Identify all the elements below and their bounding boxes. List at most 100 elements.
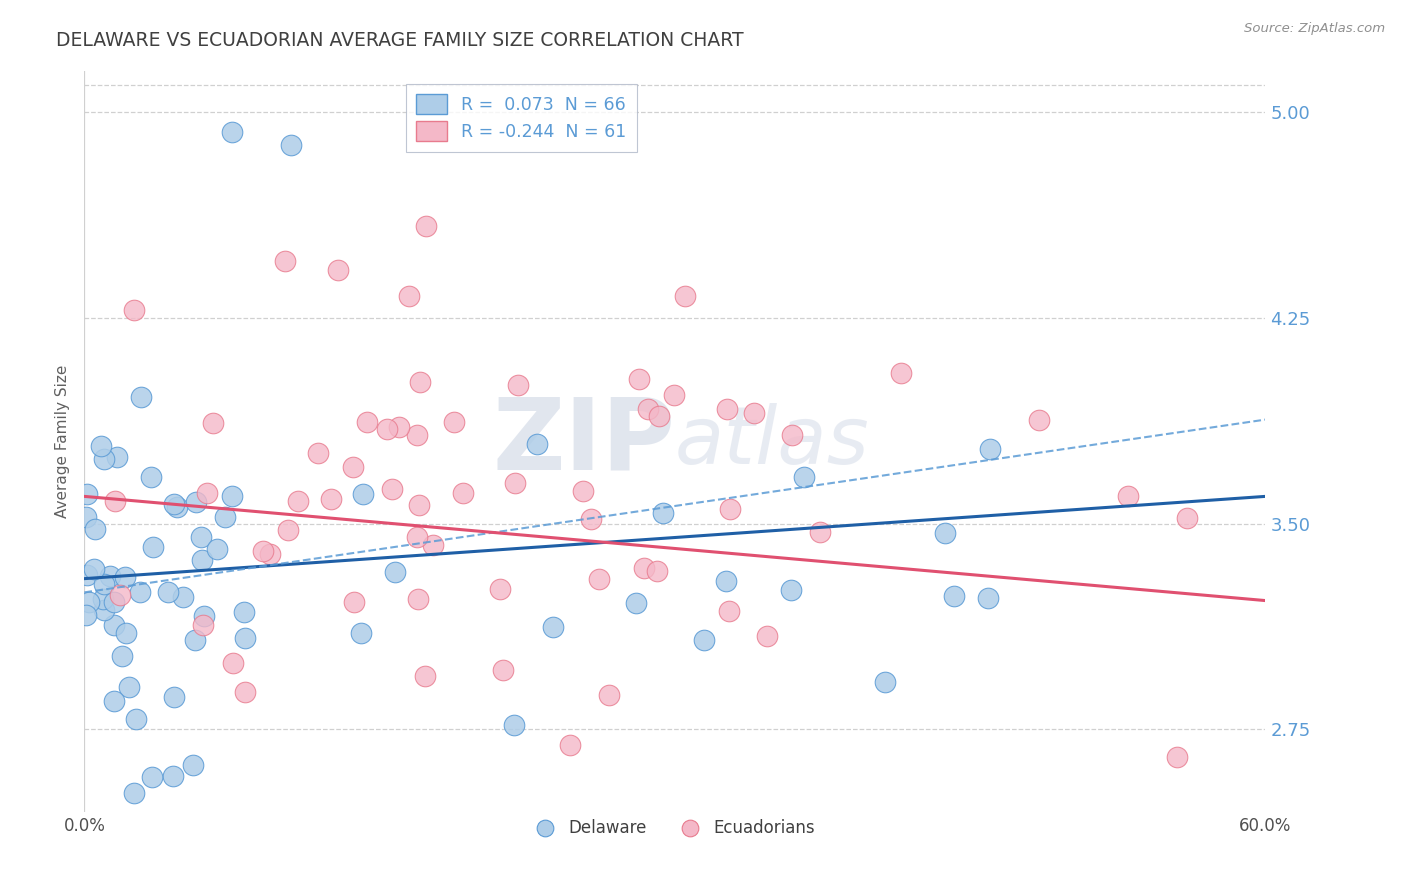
Point	[408, 498, 430, 512]
Point	[280, 138, 302, 153]
Point	[579, 512, 602, 526]
Point	[934, 525, 956, 540]
Point	[162, 769, 184, 783]
Point	[793, 470, 815, 484]
Text: Source: ZipAtlas.com: Source: ZipAtlas.com	[1244, 22, 1385, 36]
Point	[125, 712, 148, 726]
Point	[628, 372, 651, 386]
Point	[118, 680, 141, 694]
Point	[624, 596, 647, 610]
Point	[235, 684, 257, 698]
Point	[274, 253, 297, 268]
Point	[508, 378, 530, 392]
Point	[873, 675, 896, 690]
Point	[319, 491, 342, 506]
Point	[93, 577, 115, 591]
Point	[716, 574, 738, 588]
Point	[342, 460, 364, 475]
Point	[755, 629, 778, 643]
Text: DELAWARE VS ECUADORIAN AVERAGE FAMILY SIZE CORRELATION CHART: DELAWARE VS ECUADORIAN AVERAGE FAMILY SI…	[56, 31, 744, 50]
Point	[197, 486, 219, 500]
Point	[977, 591, 1000, 605]
Point	[388, 420, 411, 434]
Point	[115, 625, 138, 640]
Point	[191, 618, 214, 632]
Point	[406, 592, 429, 607]
Point	[648, 409, 671, 424]
Point	[184, 633, 207, 648]
Point	[443, 415, 465, 429]
Point	[598, 688, 620, 702]
Point	[163, 690, 186, 705]
Point	[489, 582, 512, 596]
Point	[221, 125, 243, 139]
Point	[201, 416, 224, 430]
Point	[156, 585, 179, 599]
Point	[541, 620, 564, 634]
Point	[415, 219, 437, 233]
Point	[181, 758, 204, 772]
Point	[90, 439, 112, 453]
Point	[693, 632, 716, 647]
Point	[375, 422, 398, 436]
Point	[166, 500, 188, 515]
Point	[277, 524, 299, 538]
Point	[207, 541, 229, 556]
Point	[91, 591, 114, 606]
Point	[572, 484, 595, 499]
Point	[413, 669, 436, 683]
Point	[163, 497, 186, 511]
Point	[356, 415, 378, 429]
Point	[1028, 412, 1050, 426]
Point	[233, 632, 256, 646]
Point	[93, 603, 115, 617]
Point	[384, 566, 406, 580]
Point	[673, 289, 696, 303]
Point	[718, 502, 741, 516]
Point	[406, 530, 429, 544]
Point	[1116, 489, 1139, 503]
Point	[744, 406, 766, 420]
Point	[350, 626, 373, 640]
Text: atlas: atlas	[675, 402, 870, 481]
Point	[122, 785, 145, 799]
Point	[560, 738, 582, 752]
Point	[647, 564, 669, 578]
Point	[214, 510, 236, 524]
Point	[343, 595, 366, 609]
Point	[103, 594, 125, 608]
Point	[129, 390, 152, 404]
Point	[943, 589, 966, 603]
Point	[307, 445, 329, 459]
Point	[1175, 511, 1198, 525]
Point	[141, 770, 163, 784]
Point	[287, 493, 309, 508]
Point	[122, 302, 145, 317]
Point	[103, 694, 125, 708]
Point	[503, 475, 526, 490]
Point	[259, 547, 281, 561]
Point	[588, 572, 610, 586]
Point	[492, 663, 515, 677]
Point	[103, 618, 125, 632]
Point	[352, 487, 374, 501]
Point	[235, 879, 257, 892]
Point	[409, 376, 432, 390]
Point	[252, 543, 274, 558]
Point	[75, 509, 97, 524]
Point	[633, 561, 655, 575]
Point	[193, 609, 215, 624]
Point	[406, 428, 429, 442]
Point	[76, 487, 98, 501]
Point	[637, 402, 659, 417]
Point	[105, 450, 128, 464]
Point	[1166, 750, 1188, 764]
Point	[222, 657, 245, 671]
Point	[451, 485, 474, 500]
Point	[780, 582, 803, 597]
Point	[808, 524, 831, 539]
Point	[139, 470, 162, 484]
Point	[98, 569, 121, 583]
Point	[716, 402, 738, 417]
Point	[190, 530, 212, 544]
